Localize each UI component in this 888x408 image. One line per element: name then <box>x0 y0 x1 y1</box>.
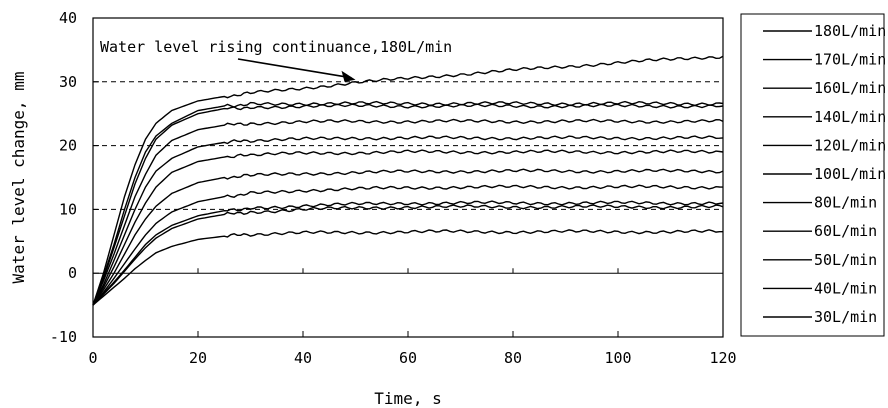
legend-label: 170L/min <box>814 51 886 69</box>
y-axis-label: Water level change, mm <box>9 72 28 284</box>
plot-frame <box>92 17 724 338</box>
y-tick-label: 0 <box>68 264 77 282</box>
series-line-50L/min <box>92 200 724 306</box>
legend-box <box>740 13 885 337</box>
series-line-60L/min <box>92 184 724 306</box>
legend-label: 140L/min <box>814 108 886 126</box>
y-tick-label: 30 <box>59 73 77 91</box>
legend-label: 60L/min <box>814 222 877 240</box>
legend-label: 160L/min <box>814 79 886 97</box>
series-line-160L/min <box>92 103 724 306</box>
y-tick-label: 20 <box>59 137 77 155</box>
legend-label: 180L/min <box>814 22 886 40</box>
y-tick-label: -10 <box>50 328 77 346</box>
annotation-arrowhead <box>341 70 356 82</box>
legend-label: 50L/min <box>814 251 877 269</box>
series-line-80L/min <box>92 168 724 306</box>
series-line-30L/min <box>92 229 723 306</box>
x-tick-label: 60 <box>399 349 417 367</box>
y-tick-label: 10 <box>59 200 77 218</box>
x-axis-label: Time, s <box>374 389 441 408</box>
legend-label: 120L/min <box>814 136 886 154</box>
x-tick-label: 40 <box>294 349 312 367</box>
series-line-40L/min <box>92 204 724 306</box>
x-tick-label: 100 <box>604 349 631 367</box>
legend: 180L/min 170L/min 160L/min 140L/min 120L/min… <box>740 13 886 337</box>
x-tick-label: 20 <box>189 349 207 367</box>
legend-label: 100L/min <box>814 165 886 183</box>
legend-label: 40L/min <box>814 279 877 297</box>
annotation-text: Water level rising continuance,180L/min <box>100 38 452 56</box>
x-tick-label: 0 <box>88 349 97 367</box>
series-line-170L/min <box>92 100 724 306</box>
x-tick-label: 120 <box>709 349 736 367</box>
annotation-arrow-line <box>237 58 352 79</box>
legend-label: 80L/min <box>814 194 877 212</box>
series-line-180L/min <box>92 55 724 306</box>
series-line-120L/min <box>92 135 724 306</box>
series-line-140L/min <box>92 118 724 306</box>
legend-label: 30L/min <box>814 308 877 326</box>
x-tick-label: 80 <box>504 349 522 367</box>
series-line-100L/min <box>92 149 724 306</box>
y-tick-label: 40 <box>59 9 77 27</box>
plot-area: 0 20 40 60 80 100 120 -10 0 10 20 30 40 <box>50 9 737 367</box>
